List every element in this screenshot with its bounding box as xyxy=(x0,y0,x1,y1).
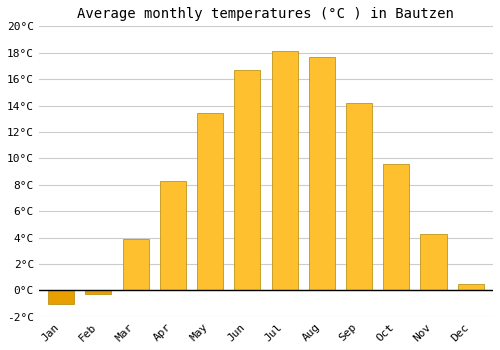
Bar xyxy=(272,51,297,290)
Bar xyxy=(160,181,186,290)
Bar xyxy=(197,113,223,290)
Bar xyxy=(346,103,372,290)
Bar xyxy=(48,290,74,303)
Bar xyxy=(308,57,335,290)
Bar xyxy=(458,284,483,290)
Bar xyxy=(122,239,148,290)
Title: Average monthly temperatures (°C ) in Bautzen: Average monthly temperatures (°C ) in Ba… xyxy=(78,7,454,21)
Bar xyxy=(234,70,260,290)
Bar xyxy=(383,163,409,290)
Bar xyxy=(86,290,112,294)
Bar xyxy=(420,233,446,290)
